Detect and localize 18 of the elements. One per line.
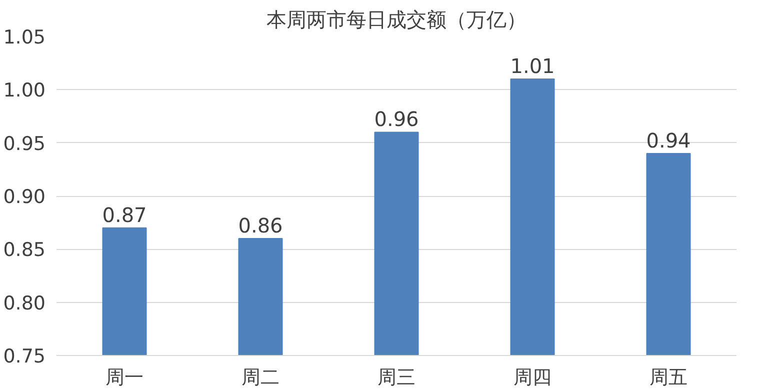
data-label: 1.01 — [510, 54, 555, 78]
y-tick-label: 0.95 — [3, 132, 46, 155]
data-label: 0.94 — [646, 128, 691, 152]
y-tick-label: 1.05 — [3, 26, 46, 48]
y-tick-label: 0.90 — [3, 186, 46, 208]
data-label: 0.96 — [374, 107, 419, 132]
y-tick-label: 0.75 — [3, 346, 46, 368]
x-tick-label: 周五 — [650, 366, 688, 388]
x-tick-label: 周四 — [514, 366, 552, 388]
data-label: 0.87 — [102, 202, 147, 227]
y-tick-label: 1.00 — [3, 80, 46, 102]
data-label: 0.86 — [238, 214, 283, 238]
y-tick-label: 0.80 — [3, 292, 46, 314]
chart-title: 本周两市每日成交额（万亿） — [266, 8, 526, 32]
x-tick-label: 周一 — [106, 366, 144, 388]
x-tick-label: 周三 — [378, 366, 416, 388]
y-tick-label: 0.85 — [3, 239, 46, 262]
x-tick-label: 周二 — [242, 366, 280, 388]
